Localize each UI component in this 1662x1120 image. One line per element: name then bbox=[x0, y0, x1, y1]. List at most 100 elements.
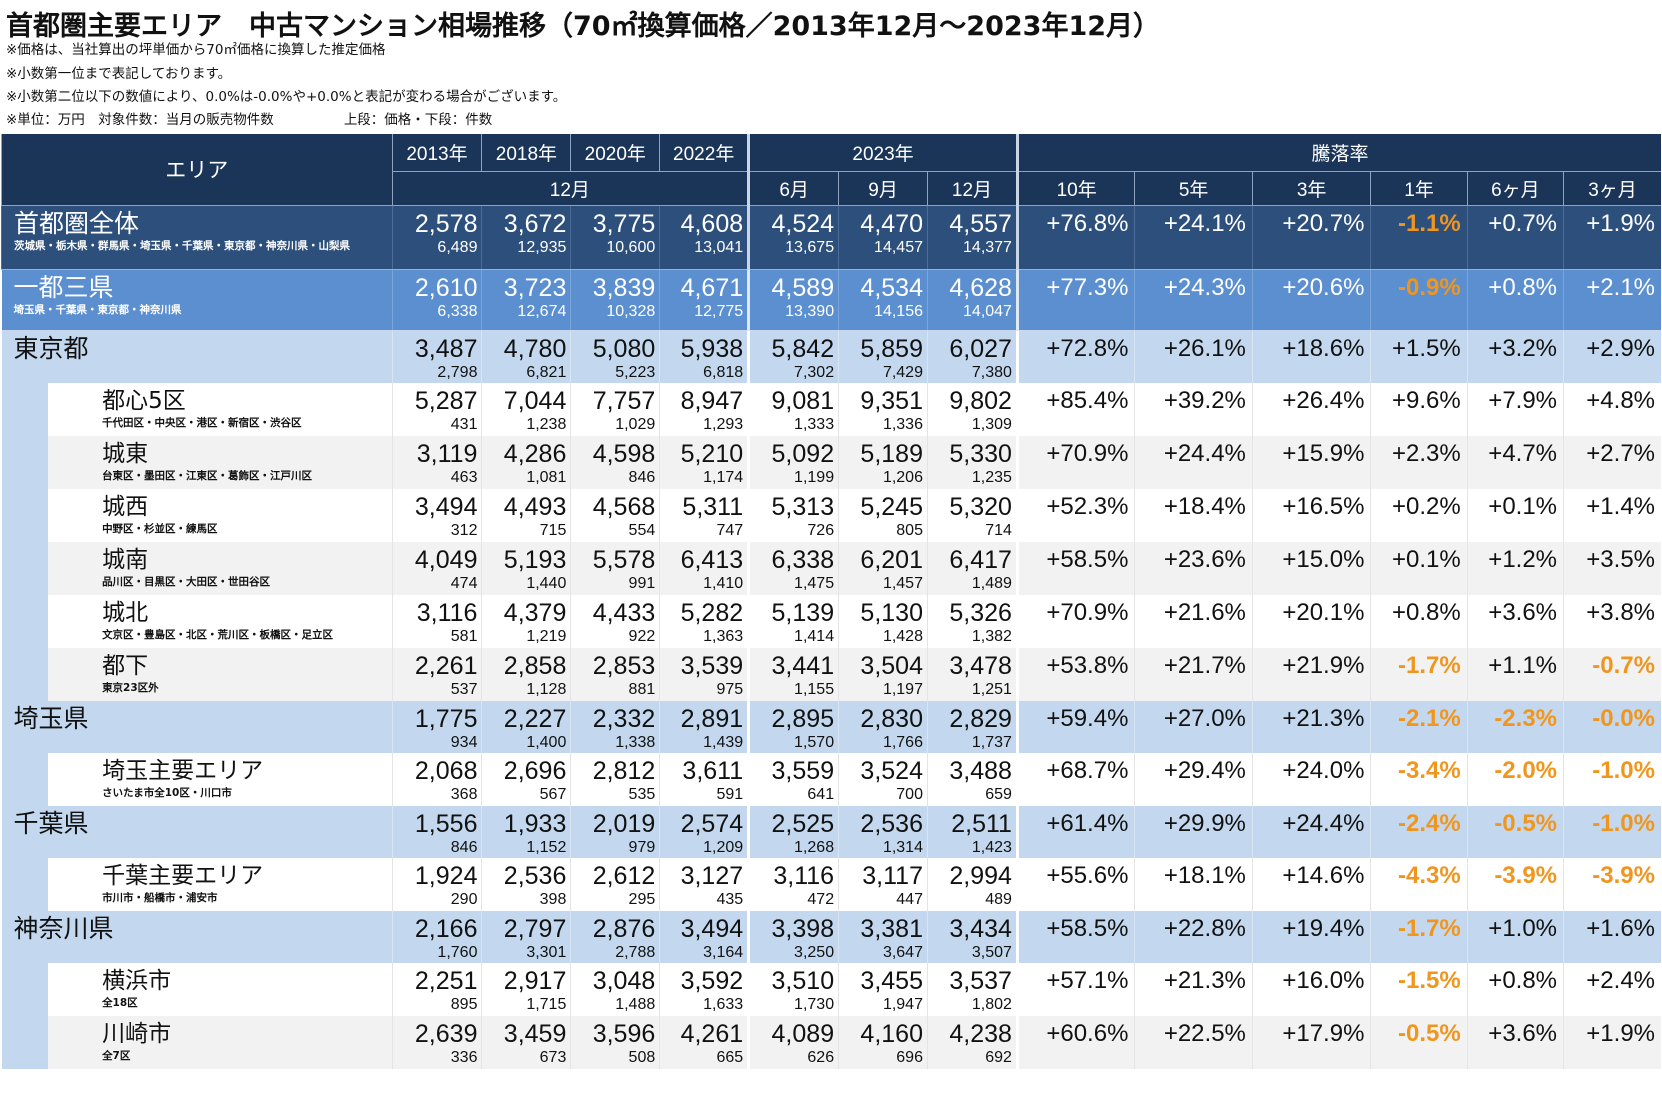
header-period-5y: 5年 bbox=[1134, 171, 1253, 206]
change-rate-cell: +22.8% bbox=[1134, 910, 1253, 963]
change-rate-value: +18.6% bbox=[1282, 334, 1365, 362]
change-rate-value: +0.8% bbox=[1488, 273, 1558, 301]
area-cell: 横浜市 全18区 bbox=[48, 962, 393, 1016]
change-rate-cell: +0.1% bbox=[1466, 488, 1564, 542]
change-rate-value: +77.3% bbox=[1046, 273, 1129, 301]
value-cell: 1,775 934 bbox=[391, 700, 482, 753]
listing-count: 1,947 bbox=[882, 995, 923, 1013]
value-cell: 6,201 1,457 bbox=[838, 541, 928, 595]
value-cell: 2,578 6,489 bbox=[391, 205, 482, 270]
area-name: 埼玉主要エリア bbox=[102, 757, 264, 784]
price-value: 4,568 bbox=[592, 492, 656, 521]
listing-count: 295 bbox=[628, 890, 656, 908]
listing-count: 13,675 bbox=[785, 238, 835, 256]
table-row: 城西 中野区・杉並区・練馬区 3,494 312 4,493 715 4,568 554 5,3… bbox=[1, 488, 1661, 542]
change-rate-value: -1.7% bbox=[1398, 914, 1461, 942]
value-cell: 2,895 1,570 bbox=[747, 700, 839, 753]
value-cell: 9,081 1,333 bbox=[747, 382, 839, 436]
header-month-jun: 6月 bbox=[747, 171, 839, 206]
value-cell: 5,130 1,428 bbox=[838, 594, 928, 648]
change-rate-value: +39.2% bbox=[1163, 386, 1246, 414]
change-rate-cell: +14.6% bbox=[1251, 857, 1371, 911]
price-value: 5,193 bbox=[503, 545, 567, 574]
change-rate-cell: -1.1% bbox=[1370, 205, 1468, 270]
price-value: 3,488 bbox=[949, 756, 1012, 785]
value-cell: 5,330 1,235 bbox=[926, 435, 1018, 489]
price-value: 9,351 bbox=[860, 386, 923, 415]
change-rate-cell: +55.6% bbox=[1015, 857, 1135, 911]
change-rate-cell: -2.3% bbox=[1466, 700, 1564, 753]
change-rate-value: +29.4% bbox=[1163, 756, 1246, 784]
header-area: エリア bbox=[1, 134, 393, 206]
change-rate-value: +15.9% bbox=[1282, 439, 1365, 467]
price-value: 5,092 bbox=[771, 439, 835, 468]
listing-count: 1,414 bbox=[794, 627, 835, 645]
listing-count: 1,081 bbox=[526, 468, 567, 486]
value-cell: 2,696 567 bbox=[481, 752, 571, 806]
price-value: 4,238 bbox=[949, 1019, 1012, 1048]
change-rate-cell: +3.6% bbox=[1466, 1015, 1564, 1069]
listing-count: 2,788 bbox=[615, 943, 656, 961]
price-value: 3,487 bbox=[414, 334, 478, 363]
value-cell: 4,780 6,821 bbox=[481, 330, 571, 383]
value-cell: 3,672 12,935 bbox=[481, 205, 571, 270]
value-cell: 4,089 626 bbox=[747, 1015, 839, 1069]
price-value: 3,381 bbox=[860, 914, 923, 943]
price-value: 3,478 bbox=[949, 651, 1012, 680]
change-rate-value: +3.6% bbox=[1488, 598, 1558, 626]
value-cell: 1,556 846 bbox=[391, 805, 482, 858]
listing-count: 537 bbox=[450, 680, 478, 698]
price-value: 5,326 bbox=[949, 598, 1012, 627]
listing-count: 14,457 bbox=[874, 238, 923, 256]
header-period-10y: 10年 bbox=[1015, 171, 1135, 206]
change-rate-cell: +2.4% bbox=[1563, 962, 1661, 1016]
listing-count: 1,152 bbox=[526, 838, 567, 856]
change-rate-value: +0.8% bbox=[1488, 966, 1558, 994]
area-name: 城南 bbox=[102, 546, 149, 573]
change-rate-cell: -1.0% bbox=[1563, 752, 1661, 806]
value-cell: 2,019 979 bbox=[570, 805, 660, 858]
change-rate-value: +1.6% bbox=[1586, 914, 1655, 942]
listing-count: 726 bbox=[807, 521, 835, 539]
change-rate-cell: +27.0% bbox=[1134, 700, 1253, 753]
value-cell: 3,441 1,155 bbox=[747, 647, 839, 701]
change-rate-cell: -0.9% bbox=[1370, 269, 1468, 331]
listing-count: 975 bbox=[716, 680, 744, 698]
listing-count: 1,488 bbox=[615, 995, 656, 1013]
value-cell: 2,612 295 bbox=[570, 857, 660, 911]
value-cell: 2,610 6,338 bbox=[391, 269, 482, 331]
change-rate-value: -0.5% bbox=[1494, 809, 1558, 837]
change-rate-value: +3.5% bbox=[1586, 545, 1655, 573]
value-cell: 5,245 805 bbox=[838, 488, 928, 542]
price-value: 3,524 bbox=[860, 756, 923, 785]
value-cell: 5,282 1,363 bbox=[659, 594, 749, 648]
change-rate-value: +22.8% bbox=[1163, 914, 1246, 942]
price-value: 2,166 bbox=[414, 914, 478, 943]
value-cell: 3,596 508 bbox=[570, 1015, 660, 1069]
price-value: 2,536 bbox=[860, 809, 923, 838]
price-value: 5,320 bbox=[949, 492, 1012, 521]
change-rate-value: -4.3% bbox=[1398, 861, 1461, 889]
change-rate-cell: -1.7% bbox=[1370, 647, 1468, 701]
price-value: 2,696 bbox=[503, 756, 567, 785]
change-rate-cell: +7.9% bbox=[1466, 382, 1564, 436]
change-rate-cell: -2.0% bbox=[1466, 752, 1564, 806]
change-rate-cell: +24.0% bbox=[1251, 752, 1371, 806]
value-cell: 4,433 922 bbox=[570, 594, 660, 648]
area-subareas: さいたま市全10区・川口市 bbox=[102, 786, 232, 799]
price-value: 2,261 bbox=[414, 651, 478, 680]
price-value: 2,797 bbox=[503, 914, 567, 943]
value-cell: 6,417 1,489 bbox=[926, 541, 1018, 595]
table-body: 首都圏全体 茨城県・栃木県・群馬県・埼玉県・千葉県・東京都・神奈川県・山梨県 2,5… bbox=[1, 205, 1661, 1069]
price-value: 5,287 bbox=[414, 386, 478, 415]
header-year-2023: 2023年 bbox=[747, 134, 1018, 172]
price-value: 3,592 bbox=[680, 966, 744, 995]
table-row: 都下 東京23区外 2,261 537 2,858 1,128 2,853 881 3,539 9… bbox=[1, 647, 1661, 701]
listing-count: 10,328 bbox=[606, 302, 656, 320]
change-rate-cell: +24.1% bbox=[1134, 205, 1253, 270]
listing-count: 312 bbox=[450, 521, 478, 539]
value-cell: 9,802 1,309 bbox=[926, 382, 1018, 436]
value-cell: 2,574 1,209 bbox=[659, 805, 749, 858]
change-rate-value: +1.5% bbox=[1392, 334, 1461, 362]
